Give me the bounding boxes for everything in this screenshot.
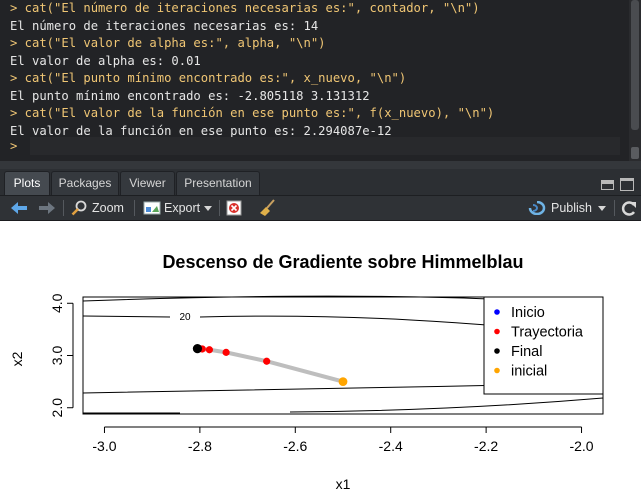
contour-label: 20	[179, 312, 191, 323]
zoom-label: Zoom	[92, 201, 124, 215]
tab-packages[interactable]: Packages	[51, 171, 119, 195]
legend-label: Final	[511, 344, 542, 360]
dropdown-caret-icon	[204, 206, 212, 211]
x-tick-label: -2.6	[283, 438, 307, 454]
console-command-line: > cat("El punto mínimo encontrado es:", …	[10, 71, 407, 85]
export-icon	[143, 201, 161, 215]
forward-arrow-icon[interactable]	[38, 201, 56, 215]
tab-presentation[interactable]: Presentation	[176, 171, 260, 195]
chart-legend: Inicio Trayectoria Final inicial	[483, 296, 604, 395]
console-scroll-thumb[interactable]	[631, 0, 639, 130]
console-output-line: El punto mínimo encontrado es: -2.805118…	[10, 88, 370, 103]
pane-splitter[interactable]	[0, 161, 641, 169]
zoom-icon	[71, 200, 87, 216]
broom-icon[interactable]	[259, 199, 277, 217]
console-scroll-down-button[interactable]	[631, 147, 639, 159]
minimize-pane-icon[interactable]	[601, 180, 614, 190]
y-tick-label: 4.0	[49, 293, 65, 313]
tab-viewer[interactable]: Viewer	[120, 171, 175, 195]
x-axis-label: x1	[336, 476, 351, 492]
x-tick-label: -2.2	[474, 438, 498, 454]
remove-plot-icon[interactable]	[226, 200, 243, 216]
contour-line	[83, 397, 604, 414]
plots-toolbar: Zoom Export Publish	[0, 196, 641, 221]
data-marks	[192, 344, 348, 387]
initial-point	[338, 377, 348, 387]
y-tick-label: 3.0	[49, 346, 65, 366]
console-scrollbar[interactable]	[629, 0, 641, 161]
legend-label: Inicio	[511, 305, 545, 321]
tab-plots[interactable]: Plots	[4, 171, 50, 195]
legend-label: inicial	[511, 364, 547, 380]
trajectory-point	[263, 357, 271, 365]
toolbar-separator	[614, 200, 615, 216]
trajectory-point	[222, 348, 230, 356]
publish-icon	[528, 201, 546, 215]
export-label: Export	[164, 201, 201, 215]
plot-chart: Descenso de Gradiente sobre Himmelblau 2…	[9, 252, 604, 492]
console-command-line: > cat("El valor de la función en ese pun…	[10, 106, 495, 120]
maximize-pane-icon[interactable]	[620, 178, 634, 191]
toolbar-separator	[63, 200, 64, 216]
plot-viewer: Descenso de Gradiente sobre Himmelblau 2…	[0, 221, 641, 497]
x-tick-label: -3.0	[92, 438, 116, 454]
chart-title: Descenso de Gradiente sobre Himmelblau	[162, 252, 523, 272]
x-axis: -3.0 -2.8 -2.6 -2.4 -2.2 -2.0	[92, 426, 594, 454]
toolbar-separator	[219, 200, 220, 216]
console-output-line: El valor de alpha es: 0.01	[10, 53, 201, 68]
legend-box	[483, 296, 604, 395]
console-prompt: >	[10, 139, 18, 153]
legend-marker	[494, 367, 500, 374]
console-input[interactable]	[30, 137, 620, 155]
x-tick-label: -2.8	[188, 438, 212, 454]
y-tick-label: 2.0	[49, 398, 65, 418]
x-tick-label: -2.4	[379, 438, 403, 454]
console-output-line: El número de iteraciones necesarias es: …	[10, 18, 319, 33]
legend-marker	[494, 348, 500, 354]
x-tick-label: -2.0	[569, 438, 593, 454]
legend-marker	[494, 309, 500, 315]
y-axis-label: x2	[9, 351, 25, 366]
legend-label: Trayectoria	[511, 325, 584, 341]
console-output-line: El valor de la función en ese punto es: …	[10, 123, 392, 138]
pane-tab-bar: Plots Packages Viewer Presentation	[0, 169, 641, 196]
legend-marker	[494, 328, 500, 335]
toolbar-separator	[134, 200, 135, 216]
trajectory-line	[197, 346, 344, 384]
trajectory-point	[205, 346, 214, 354]
console-pane: > cat("El número de iteraciones necesari…	[0, 0, 641, 161]
console-command-line: > cat("El valor de alpha es:", alpha, "\…	[10, 36, 326, 50]
console-command-line: > cat("El número de iteraciones necesari…	[10, 1, 480, 15]
back-arrow-icon[interactable]	[10, 201, 28, 215]
y-axis: 2.0 3.0 4.0	[49, 293, 74, 418]
final-point	[192, 344, 203, 354]
refresh-icon[interactable]	[620, 199, 638, 217]
dropdown-caret-icon	[598, 206, 606, 211]
publish-label: Publish	[551, 201, 592, 215]
